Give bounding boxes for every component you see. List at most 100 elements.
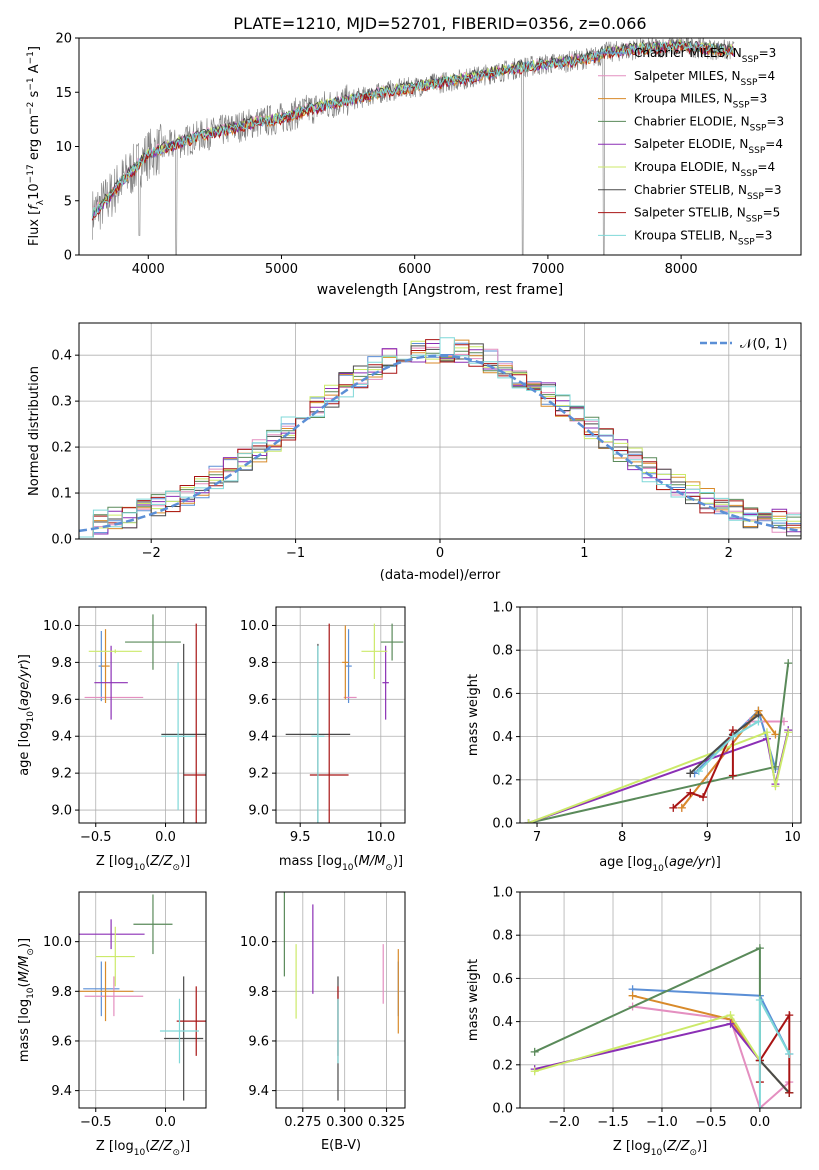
y-tick-label: 0.2 xyxy=(492,773,513,788)
y-tick-label: 9.4 xyxy=(51,1084,72,1099)
legend-label: 𝒩(0, 1) xyxy=(740,337,787,352)
y-tick-label: 0.8 xyxy=(492,929,513,944)
y-tick-label: 9.8 xyxy=(51,656,72,671)
weight-marker xyxy=(530,1067,539,1076)
weight-marker xyxy=(530,1047,539,1056)
y-tick-label: 5 xyxy=(64,194,72,209)
y-tick-label: 9.2 xyxy=(248,767,269,782)
frame-mass_age xyxy=(275,606,406,824)
x-tick-label: 10.0 xyxy=(366,830,395,845)
weight-marker xyxy=(785,1050,794,1058)
weight-marker xyxy=(771,782,780,791)
plot-area-spectrum xyxy=(91,38,735,255)
x-axis-label: Z [log10(Z/Z⊙)] xyxy=(96,1139,190,1158)
y-tick-label: 10 xyxy=(55,140,72,155)
weight-line xyxy=(528,663,790,823)
y-tick-label: 1.0 xyxy=(492,886,513,901)
frame-z_weight xyxy=(519,891,802,1109)
y-tick-label: 0.0 xyxy=(51,533,72,548)
y-tick-label: 1.0 xyxy=(492,601,513,616)
y-tick-label: 10.0 xyxy=(240,935,269,950)
weight-marker xyxy=(628,991,637,1000)
weight-line xyxy=(528,730,790,823)
figure-title: PLATE=1210, MJD=52701, FIBERID=0356, z=0… xyxy=(233,14,646,33)
weight-marker xyxy=(771,730,780,739)
legend-label: Chabrier MILES, NSSP=3 xyxy=(634,46,776,65)
axes-z_age: −0.5 0.0 9.0 9.2 9.4 9.6 9.8 10.0 Z [log10(Z/Z⊙)… xyxy=(17,606,207,873)
y-tick-label: 10.0 xyxy=(240,619,269,634)
x-tick-label: 0.275 xyxy=(284,1115,321,1130)
axes-z_weight: −2.0 −1.5 −1.0 −0.5 0.0 0.0 0.2 0.4 0.6 0.8 1.0 mas… xyxy=(466,886,802,1158)
frame-age_weight xyxy=(519,606,802,824)
x-tick-label: −0.5 xyxy=(80,1115,112,1130)
x-axis-label: Z [log10(Z/Z⊙)] xyxy=(96,854,190,873)
plot-area-z_age xyxy=(84,614,206,823)
plot-area-z_weight xyxy=(530,944,794,1108)
legend-label: Kroupa MILES, NSSP=3 xyxy=(634,92,767,111)
x-tick-label: 2 xyxy=(725,546,733,561)
axes-ebv_mass: 0.275 0.300 0.325 9.4 9.6 9.8 10.0 E(B-V) xyxy=(240,891,406,1153)
weight-marker xyxy=(762,728,771,737)
y-tick-label: 9.0 xyxy=(51,804,72,819)
x-tick-label: −0.5 xyxy=(80,830,112,845)
x-tick-label: 6000 xyxy=(398,262,431,277)
weight-marker xyxy=(784,728,793,737)
y-axis-label: Flux [fλ10−17 erg cm−2 s−1 A−1] xyxy=(26,46,46,246)
weight-marker xyxy=(785,1011,794,1020)
legend-label: Salpeter MILES, NSSP=4 xyxy=(634,69,775,88)
weight-marker xyxy=(699,793,708,802)
plot-area-z_mass xyxy=(79,894,206,1101)
y-tick-label: 9.8 xyxy=(248,985,269,1000)
y-tick-label: 0.4 xyxy=(492,1015,513,1030)
weight-marker xyxy=(677,803,686,812)
weight-marker xyxy=(728,732,737,741)
weight-line xyxy=(632,1005,790,1108)
x-tick-label: 0.325 xyxy=(368,1115,405,1130)
plot-area-age_weight xyxy=(524,659,793,823)
axes-mass_age: 9.5 10.0 9.0 9.2 9.4 9.6 9.8 10.0 mass [log10(M/… xyxy=(240,606,406,873)
y-tick-label: 9.0 xyxy=(248,804,269,819)
axes-residuals: −2 −1 0 1 2 0.0 0.1 0.2 0.3 0.4 𝒩(0, 1) (data-model… xyxy=(27,322,802,583)
x-axis-label: mass [log10(M/M⊙)] xyxy=(279,854,403,873)
x-tick-label: 0 xyxy=(436,546,444,561)
x-tick-label: −0.5 xyxy=(695,1115,727,1130)
x-axis-label: age [log10(age/yr)] xyxy=(599,855,721,874)
plot-area-mass_age xyxy=(285,623,404,823)
plot-area-ebv_mass xyxy=(283,892,399,1101)
gaussian-curve xyxy=(79,354,801,533)
weight-marker xyxy=(694,767,703,776)
x-tick-label: 8000 xyxy=(665,262,698,277)
x-axis-label: wavelength [Angstrom, rest frame] xyxy=(317,282,563,298)
histogram-step xyxy=(79,337,801,538)
weight-marker xyxy=(686,769,695,778)
x-tick-label: 5000 xyxy=(265,262,298,277)
weight-marker xyxy=(755,996,764,1004)
weight-marker xyxy=(785,1088,794,1097)
x-axis-label: Z [log10(Z/Z⊙)] xyxy=(613,1139,707,1158)
frame-z_mass xyxy=(78,891,207,1109)
y-tick-label: 9.8 xyxy=(248,656,269,671)
y-tick-label: 0.8 xyxy=(492,644,513,659)
y-tick-label: 0.4 xyxy=(492,730,513,745)
axes-spectrum: 4000 5000 6000 7000 8000 0 5 10 15 20 Chabrier MIL… xyxy=(26,32,802,298)
y-tick-label: 0.2 xyxy=(492,1058,513,1073)
weight-marker xyxy=(755,1104,764,1108)
x-axis-label: (data-model)/error xyxy=(380,568,501,583)
y-tick-label: 15 xyxy=(55,86,72,101)
x-tick-label: −1.5 xyxy=(597,1115,629,1130)
y-tick-label: 9.6 xyxy=(248,693,269,708)
legend-label: Salpeter ELODIE, NSSP=4 xyxy=(634,137,783,156)
y-tick-label: 20 xyxy=(55,32,72,47)
axes-z_mass: −0.5 0.0 9.4 9.6 9.8 10.0 Z [log10(Z/Z⊙)] mass … xyxy=(17,891,207,1158)
y-tick-label: 9.6 xyxy=(51,1034,72,1049)
y-axis-label: mass [log10(M/M⊙)] xyxy=(17,938,36,1062)
frame-z_age xyxy=(78,606,207,824)
legend-label: Chabrier ELODIE, NSSP=3 xyxy=(634,114,784,133)
x-tick-label: 9.5 xyxy=(290,830,311,845)
legend-label: Salpeter STELIB, NSSP=5 xyxy=(634,206,780,225)
y-tick-label: 0.6 xyxy=(492,687,513,702)
y-tick-label: 9.8 xyxy=(51,985,72,1000)
x-axis-label: E(B-V) xyxy=(321,1138,361,1153)
y-tick-label: 0.2 xyxy=(51,441,72,456)
